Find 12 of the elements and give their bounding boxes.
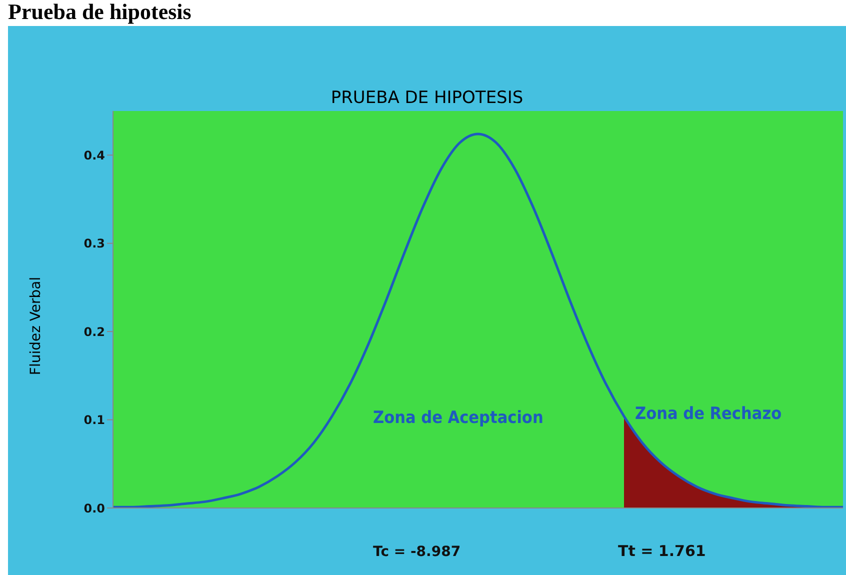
y-tick-label: 0.0 [84,501,105,516]
y-tick-label: 0.3 [84,236,105,251]
annotation: Zona de Rechazo [635,404,782,424]
text: Tc = -8.987 [373,544,461,560]
annotation: Zona de Aceptacion [373,408,544,428]
y-tick-label: 0.2 [84,324,105,339]
y-axis-title: Fluidez Verbal [28,276,44,376]
y-tick-label: 0.1 [84,413,105,428]
chart-title: Prueba de hipotesis [8,0,192,24]
text: Tt = 1.761 [618,542,706,560]
chart-subtitle: PRUEBA DE HIPOTESIS [330,88,524,108]
y-tick-label: 0.4 [84,148,105,162]
